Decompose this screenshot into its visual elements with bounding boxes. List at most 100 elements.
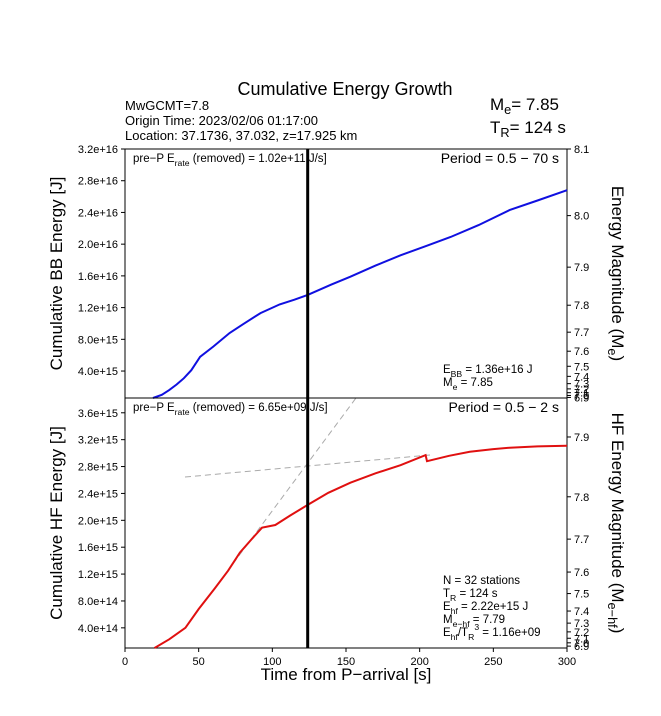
text-run: = 2.22e+15 J [458, 601, 528, 613]
text-run: = 1.16e+09 [479, 627, 540, 639]
y-tick-label: 2.8e+16 [78, 176, 118, 188]
text-run: = 7.79 [470, 614, 506, 626]
y2-tick-label: 7.3 [574, 618, 589, 630]
text-run: rate [175, 158, 190, 168]
y2-tick-label: 7.1 [574, 388, 589, 400]
y-tick-label: 1.2e+16 [78, 303, 118, 315]
x-tick-label: 0 [122, 656, 128, 668]
y-tick-label: 1.6e+16 [78, 271, 118, 283]
text-run: (removed) = 1.02e+11 J/s] [190, 153, 327, 165]
y2-tick-label: 7.6 [574, 346, 589, 358]
text-run: /T [458, 627, 468, 639]
y2-tick-label: 7.6 [574, 567, 589, 579]
x-tick-label: 150 [337, 656, 355, 668]
y2-tick-label: 7.7 [574, 534, 589, 546]
data-line [153, 444, 568, 649]
y-tick-label: 3.6e+15 [78, 408, 118, 420]
text-run: e [605, 348, 620, 355]
text-run: = 1.36e+16 J [462, 364, 532, 376]
header-line: MwGCMT=7.8 [125, 98, 209, 113]
text-run: pre−P E [133, 402, 175, 414]
text-run: e [504, 102, 511, 117]
y2-tick-label: 6.9 [574, 641, 589, 653]
y2-tick-label: 7.1 [574, 633, 589, 645]
text-run: hf [451, 606, 459, 616]
text-run: M [443, 377, 453, 389]
header-line: Location: 37.1736, 37.032, z=17.925 km [125, 128, 357, 143]
y-tick-label: 3.2e+16 [78, 144, 118, 156]
note: pre−P Erate (removed) = 1.02e+11 J/s] [133, 153, 327, 168]
text-run: BB [451, 369, 463, 379]
text-run: R [500, 125, 509, 140]
y-tick-label: 1.2e+15 [78, 569, 118, 581]
x-axis-label: Time from P−arrival [s] [261, 665, 432, 684]
y2-axis-label: HF Energy Magnitude (Me−hf) [605, 413, 627, 634]
y-tick-label: 2.4e+15 [78, 488, 118, 500]
y-tick-label: 1.6e+15 [78, 542, 118, 554]
y2-tick-label: 7.9 [574, 432, 589, 444]
y-tick-label: 2.8e+15 [78, 462, 118, 474]
text-run: pre−P E [133, 153, 175, 165]
y2-tick-label: 8.1 [574, 144, 589, 156]
y-tick-label: 8.0e+15 [78, 334, 118, 346]
x-tick-label: 100 [263, 656, 281, 668]
text-run: N = 32 stations [443, 575, 520, 587]
y2-tick-label: 7.5 [574, 361, 589, 373]
note: N = 32 stations [443, 575, 520, 587]
text-run: E [443, 364, 451, 376]
note: Me−hf = 7.79 [443, 614, 505, 629]
x-tick-label: 200 [410, 656, 428, 668]
note: Ehf/TR3 = 1.16e+09 [443, 622, 541, 642]
text-run: 3 [474, 622, 479, 632]
text-run: = 7.85 [457, 377, 493, 389]
text-run: ) [608, 628, 627, 634]
text-run: HF Energy Magnitude (M [608, 413, 627, 603]
text-run: e [453, 382, 458, 392]
plot-frame [124, 148, 568, 399]
data-line [152, 189, 568, 399]
y2-axis-label: Energy Magnitude (Me) [605, 186, 627, 361]
y2-tick-label: 7.0 [574, 390, 589, 402]
text-run: E [443, 601, 451, 613]
y-tick-label: 8.0e+14 [78, 596, 118, 608]
y-axis-label: Cumulative HF Energy [J] [47, 426, 66, 620]
y2-tick-label: 7.0 [574, 638, 589, 650]
note: TR = 124 s [443, 588, 498, 603]
header-value: Me= 7.85 [490, 95, 559, 117]
y2-tick-label: 7.5 [574, 589, 589, 601]
text-run: e−hf [605, 603, 620, 629]
y-tick-label: 4.0e+15 [78, 366, 118, 378]
text-run: ) [608, 355, 627, 361]
y2-tick-label: 7.8 [574, 492, 589, 504]
text-run: e−hf [453, 619, 471, 629]
y-tick-label: 4.0e+14 [78, 623, 118, 635]
text-run: T [443, 588, 450, 600]
y-tick-label: 3.2e+15 [78, 435, 118, 447]
note: Period = 0.5 − 70 s [441, 150, 559, 166]
y2-tick-label: 7.2 [574, 627, 589, 639]
y2-tick-label: 7.7 [574, 327, 589, 339]
text-run: R [450, 593, 456, 603]
note: Me = 7.85 [443, 377, 493, 392]
note: Period = 0.5 − 2 s [448, 399, 559, 415]
text-run: = 124 s [456, 588, 497, 600]
text-run: E [443, 627, 451, 639]
y2-tick-label: 7.2 [574, 384, 589, 396]
header-value: TR= 124 s [490, 118, 566, 140]
x-tick-label: 50 [193, 656, 205, 668]
y-tick-label: 2.0e+16 [78, 239, 118, 251]
note: Ehf = 2.22e+15 J [443, 601, 528, 616]
y2-tick-label: 8.0 [574, 211, 589, 223]
y2-tick-label: 7.4 [574, 606, 589, 618]
text-run: T [490, 118, 500, 137]
text-run: hf [451, 632, 459, 642]
header-line: Origin Time: 2023/02/06 01:17:00 [125, 113, 318, 128]
y-tick-label: 2.4e+16 [78, 207, 118, 219]
note: pre−P Erate (removed) = 6.65e+09 J/s] [133, 402, 328, 417]
text-run: R [468, 632, 474, 642]
chart-title: Cumulative Energy Growth [237, 79, 452, 99]
y-axis-label: Cumulative BB Energy [J] [47, 177, 66, 371]
y2-tick-label: 7.4 [574, 371, 589, 383]
y2-tick-label: 7.9 [574, 262, 589, 274]
